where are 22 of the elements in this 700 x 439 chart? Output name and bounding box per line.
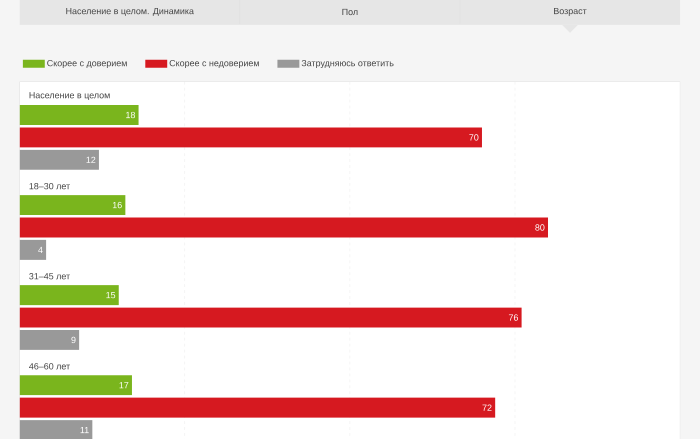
y-tick-label: 18–30 лет	[30, 182, 70, 190]
data-label: 12	[86, 156, 96, 163]
data-label: 72	[482, 404, 492, 411]
data-label: 17	[120, 382, 128, 388]
y-tick-label: 31–45 лет	[29, 272, 70, 280]
data-label: 15	[106, 292, 116, 298]
text: Возраст	[554, 8, 587, 16]
data-label: 11	[80, 426, 89, 433]
data-label: 18	[126, 112, 135, 118]
text: Пол	[342, 8, 358, 15]
text: Население в целом. Динамика	[66, 8, 194, 16]
data-label: 16	[112, 202, 122, 208]
data-label: 4	[38, 246, 43, 253]
data-label: 76	[508, 314, 518, 321]
data-label: 9	[71, 336, 76, 344]
y-tick-label: Население в целом	[30, 92, 110, 100]
legend-label: Скорее с недоверием	[170, 60, 259, 68]
data-label: 80	[535, 224, 544, 231]
legend-label: Скорее с доверием	[47, 60, 127, 68]
data-label: 70	[469, 134, 478, 140]
y-tick-label: 46–60 лет	[29, 362, 70, 370]
legend-label: Затрудняюсь ответить	[302, 60, 394, 68]
